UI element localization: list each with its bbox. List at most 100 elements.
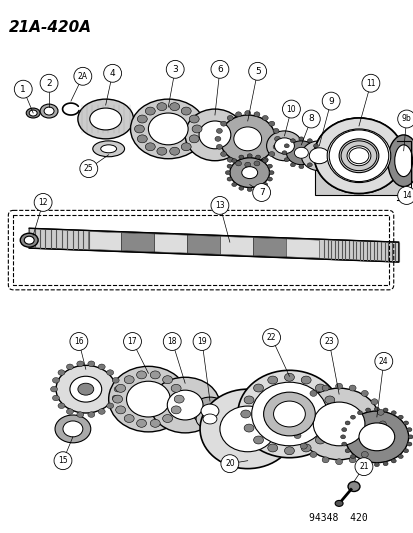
Ellipse shape — [301, 444, 311, 452]
Polygon shape — [220, 237, 253, 255]
Ellipse shape — [181, 143, 191, 151]
Circle shape — [192, 333, 211, 350]
Ellipse shape — [107, 403, 114, 409]
Text: 23: 23 — [323, 337, 333, 346]
Ellipse shape — [403, 449, 408, 453]
Ellipse shape — [261, 116, 268, 120]
Ellipse shape — [315, 384, 325, 392]
Ellipse shape — [255, 155, 260, 159]
Circle shape — [70, 333, 88, 350]
Ellipse shape — [44, 107, 54, 115]
Polygon shape — [315, 156, 402, 196]
Ellipse shape — [247, 188, 252, 191]
Ellipse shape — [346, 146, 370, 166]
Ellipse shape — [77, 412, 83, 417]
Circle shape — [262, 328, 280, 346]
Ellipse shape — [192, 125, 202, 133]
Ellipse shape — [150, 371, 160, 379]
Ellipse shape — [297, 388, 380, 459]
Text: 10: 10 — [286, 104, 296, 114]
Circle shape — [80, 160, 97, 177]
Ellipse shape — [309, 390, 316, 397]
Ellipse shape — [171, 384, 180, 392]
Circle shape — [252, 183, 270, 201]
Ellipse shape — [70, 376, 102, 402]
Ellipse shape — [356, 459, 361, 463]
Ellipse shape — [100, 145, 116, 153]
Ellipse shape — [326, 129, 390, 183]
Polygon shape — [154, 234, 187, 253]
Polygon shape — [286, 239, 318, 258]
Ellipse shape — [313, 118, 403, 193]
Ellipse shape — [301, 376, 311, 384]
Ellipse shape — [403, 421, 408, 425]
Ellipse shape — [26, 108, 40, 118]
Ellipse shape — [227, 116, 233, 120]
Text: 1: 1 — [20, 85, 26, 94]
Polygon shape — [253, 238, 286, 257]
Ellipse shape — [88, 412, 95, 417]
Text: 6: 6 — [216, 65, 222, 74]
Ellipse shape — [293, 409, 300, 415]
Ellipse shape — [350, 415, 355, 419]
Ellipse shape — [192, 397, 227, 425]
Ellipse shape — [324, 424, 334, 432]
Ellipse shape — [231, 159, 236, 163]
Ellipse shape — [340, 141, 376, 171]
Ellipse shape — [382, 462, 387, 466]
Ellipse shape — [98, 364, 105, 369]
Ellipse shape — [376, 433, 383, 439]
Text: 18: 18 — [167, 337, 176, 346]
Ellipse shape — [390, 411, 395, 415]
Polygon shape — [187, 235, 220, 254]
Ellipse shape — [50, 386, 57, 392]
Ellipse shape — [262, 159, 267, 163]
Ellipse shape — [63, 421, 83, 437]
Ellipse shape — [220, 151, 226, 157]
Ellipse shape — [162, 415, 172, 423]
Ellipse shape — [157, 103, 166, 111]
Circle shape — [166, 60, 184, 78]
Ellipse shape — [338, 139, 378, 173]
Ellipse shape — [229, 158, 269, 188]
Ellipse shape — [56, 365, 115, 413]
Circle shape — [34, 193, 52, 212]
Ellipse shape — [358, 423, 394, 451]
Ellipse shape — [124, 415, 134, 423]
Ellipse shape — [136, 371, 146, 379]
Ellipse shape — [290, 139, 295, 143]
Text: 12: 12 — [38, 198, 48, 207]
Polygon shape — [29, 228, 398, 262]
Ellipse shape — [77, 361, 83, 367]
Ellipse shape — [315, 436, 325, 444]
Circle shape — [321, 92, 339, 110]
Text: 15: 15 — [58, 456, 68, 465]
Ellipse shape — [124, 376, 134, 384]
Ellipse shape — [130, 99, 206, 159]
Polygon shape — [88, 231, 121, 251]
Circle shape — [320, 333, 337, 350]
Ellipse shape — [344, 411, 408, 463]
Ellipse shape — [52, 377, 59, 383]
Ellipse shape — [284, 158, 289, 161]
Ellipse shape — [335, 459, 342, 465]
Ellipse shape — [201, 404, 218, 418]
Ellipse shape — [341, 442, 346, 446]
Ellipse shape — [365, 462, 370, 466]
Ellipse shape — [298, 165, 303, 168]
Ellipse shape — [373, 463, 378, 467]
Ellipse shape — [306, 163, 311, 167]
Ellipse shape — [225, 171, 230, 175]
Ellipse shape — [347, 481, 359, 491]
Text: 20: 20 — [225, 459, 234, 468]
Ellipse shape — [293, 433, 300, 439]
Ellipse shape — [373, 407, 378, 411]
Ellipse shape — [137, 115, 147, 123]
Circle shape — [221, 455, 238, 473]
Ellipse shape — [313, 118, 403, 193]
Ellipse shape — [241, 167, 257, 179]
Ellipse shape — [244, 110, 250, 116]
Ellipse shape — [348, 457, 355, 463]
Ellipse shape — [238, 155, 243, 159]
Circle shape — [397, 187, 413, 205]
